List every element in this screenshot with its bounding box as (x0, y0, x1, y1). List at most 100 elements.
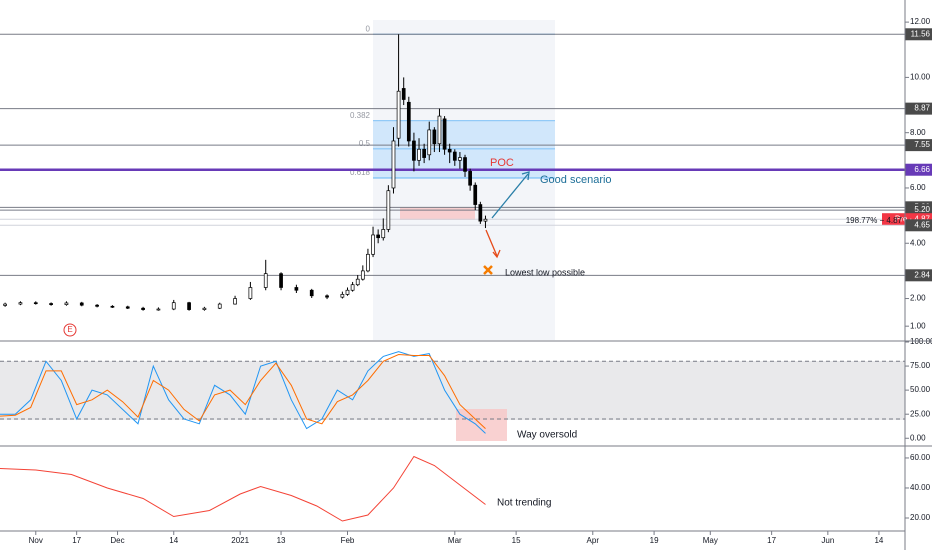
fib-label: 0.382 (350, 111, 371, 120)
change-label: 198.77% − 4.87 (846, 216, 903, 225)
y-tick-label: 100.00 (910, 337, 932, 346)
level-label: 4.65 (914, 220, 930, 229)
candle-body (442, 118, 447, 150)
x-tick-label: May (703, 536, 718, 545)
arrow-up (491, 173, 529, 219)
annotation: Good scenario (540, 174, 612, 186)
candle-body (386, 190, 391, 230)
candle-body (49, 303, 53, 305)
candle-body (391, 140, 396, 189)
candle-body (233, 298, 237, 305)
candle-body (141, 307, 145, 310)
x-tick-label: Feb (341, 536, 355, 545)
x-tick-label: 15 (512, 536, 521, 545)
y-tick-label: 25.00 (910, 409, 931, 418)
annotation: Not trending (497, 498, 551, 509)
candle-body (217, 303, 222, 309)
candle-body (452, 151, 457, 161)
candle-body (187, 302, 191, 310)
candle-body (422, 148, 426, 158)
candle-body (3, 303, 7, 306)
candle-body (478, 204, 483, 222)
candle-body (309, 289, 314, 297)
level-label-box (905, 204, 932, 217)
x-tick-label: 13 (277, 536, 286, 545)
candle-body (417, 148, 421, 161)
x-tick-label: 17 (767, 536, 776, 545)
y-tick-label: 1.00 (910, 321, 926, 330)
y-tick-label: 10.00 (910, 73, 931, 82)
candle-body (325, 295, 329, 298)
candle-body (110, 305, 115, 308)
annotation: Way oversold (517, 430, 577, 441)
candle-body (458, 157, 462, 161)
candle-body (427, 129, 432, 156)
y-tick-label: 75.00 (910, 361, 931, 370)
candle-body (468, 171, 472, 186)
earnings-marker (63, 323, 77, 337)
y-tick-label: 40.00 (910, 483, 931, 492)
level-label: 11.56 (911, 29, 931, 38)
candle-body (156, 308, 161, 311)
y-tick-label: 2.00 (910, 294, 926, 303)
candle-body (202, 307, 207, 310)
y-tick-label: 0.00 (910, 433, 926, 442)
level-label: 2.84 (914, 270, 930, 279)
annotation: POC (490, 157, 514, 169)
arrow-head (492, 249, 501, 259)
y-tick-label: 50.00 (910, 385, 931, 394)
candle-body (447, 148, 452, 153)
x-tick-label: Mar (448, 536, 462, 545)
series-line (0, 353, 486, 429)
candle-body (483, 218, 488, 222)
x-tick-label: 2021 (231, 536, 249, 545)
candle-body (125, 306, 130, 309)
y-tick-label: 60.00 (910, 453, 931, 462)
series-line (0, 455, 486, 522)
candle-body (18, 302, 23, 305)
level-label: 6.66 (914, 165, 930, 174)
x-tick-label: Dec (110, 536, 124, 545)
level-label: 8.87 (914, 104, 930, 113)
level-label-box (905, 163, 932, 176)
candle-body (340, 294, 345, 298)
candle-body (64, 302, 69, 305)
y-tick-label: 8.00 (910, 128, 926, 137)
candle-body (381, 229, 386, 239)
candle-body (401, 88, 406, 100)
earnings-label: E (67, 325, 72, 334)
y-tick-label: 4.00 (910, 238, 926, 247)
level-label: 5.20 (914, 205, 930, 214)
candle-body (279, 273, 283, 288)
candle-body (79, 302, 84, 306)
arrow-head (521, 171, 530, 181)
level-label-box (905, 269, 932, 282)
fib-label: 0.618 (350, 168, 371, 177)
x-tick-label: 14 (874, 536, 883, 545)
candle-body (248, 287, 253, 299)
candle-body (345, 289, 350, 295)
supply-box (400, 207, 475, 220)
candle-body (371, 234, 375, 255)
x-marker (483, 265, 493, 275)
annotation: Lowest low possible (505, 267, 585, 277)
level-label: 7.55 (914, 140, 930, 149)
y-tick-label: 20.00 (910, 513, 931, 522)
level-label-box (905, 102, 932, 115)
level-label-box (905, 219, 932, 232)
y-tick-label: 12.00 (910, 17, 931, 26)
x-tick-label: Nov (29, 536, 43, 545)
candle-body (396, 90, 401, 139)
candle-body (360, 270, 365, 280)
marks: 1.00 2.00 4.00 6.00 8.00 10.00 12.00 0 0.382 0.5 0… (0, 17, 932, 545)
candle-body (263, 273, 268, 288)
level-label: Pre · 4.87 (895, 214, 931, 223)
fib-label: 0 (366, 24, 371, 33)
fib-zone (373, 20, 555, 340)
y-tick-label: 6.00 (910, 183, 926, 192)
candle-body (473, 184, 478, 205)
fib-label: 0.5 (359, 139, 371, 148)
candle-body (171, 302, 176, 310)
candle-body (463, 157, 467, 172)
